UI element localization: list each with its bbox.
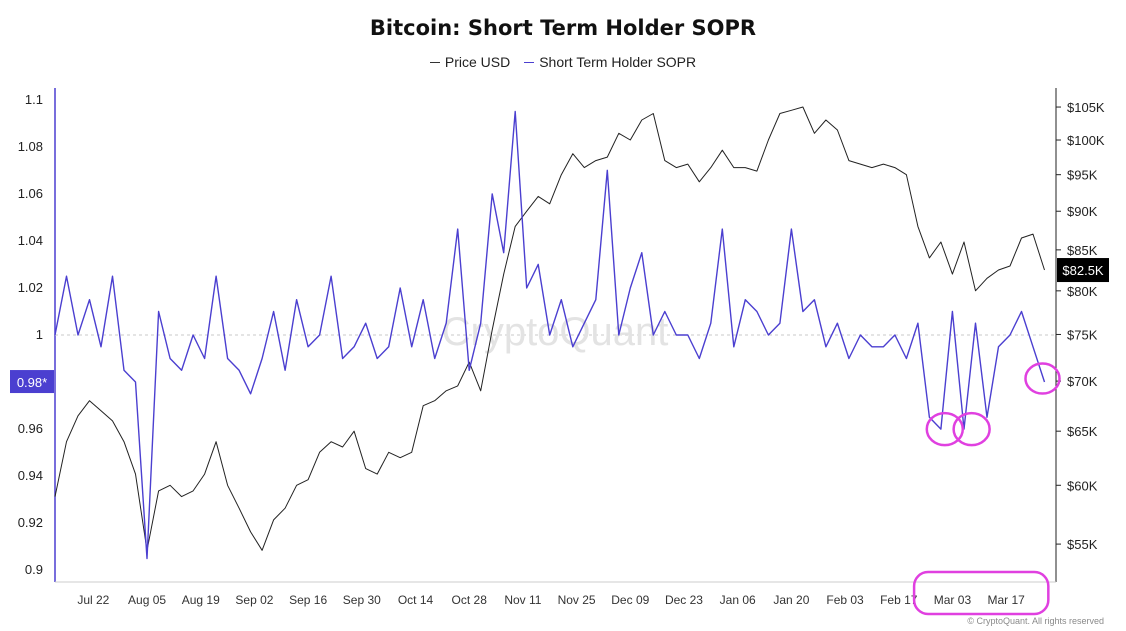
x-tick-label: Aug 05 — [128, 593, 166, 607]
x-tick-label: Sep 02 — [235, 593, 273, 607]
right-tick-label: $70K — [1067, 374, 1098, 389]
x-tick-label: Jul 22 — [77, 593, 109, 607]
chart-legend: Price USD Short Term Holder SOPR — [0, 54, 1126, 70]
right-tick-label: $85K — [1067, 243, 1098, 258]
legend-item-price[interactable]: Price USD — [429, 54, 511, 70]
x-tick-label: Mar 17 — [987, 593, 1025, 607]
left-tick-label: 0.9 — [25, 562, 43, 577]
sopr-current-label: 0.98* — [17, 375, 47, 390]
x-tick-label: Nov 25 — [558, 593, 596, 607]
credit-text: © CryptoQuant. All rights reserved — [967, 616, 1104, 626]
left-tick-label: 1.1 — [25, 92, 43, 107]
x-tick-label: Sep 16 — [289, 593, 327, 607]
legend-label-sopr: Short Term Holder SOPR — [539, 54, 697, 70]
x-tick-label: Jan 06 — [720, 593, 756, 607]
price-usd-line — [54, 106, 1045, 551]
highlight-group — [912, 362, 1061, 616]
x-tick-label: Sep 30 — [343, 593, 381, 607]
legend-label-price: Price USD — [444, 54, 511, 70]
price-current-label: $82.5K — [1062, 263, 1104, 278]
left-tick-label: 1.06 — [18, 186, 43, 201]
x-tick-label: Dec 09 — [611, 593, 649, 607]
x-tick-label: Feb 03 — [826, 593, 864, 607]
left-tick-label: 1 — [36, 327, 43, 342]
left-tick-label: 0.96 — [18, 421, 43, 436]
x-tick-label: Mar 03 — [934, 593, 972, 607]
x-tick-label: Oct 14 — [398, 593, 434, 607]
right-axis: $55K $60K $65K $70K $75K $80K $85K $90K $95K $100… — [1055, 88, 1105, 582]
left-axis: 0.90.920.940.960.9811.021.041.061.081.1 — [18, 88, 1056, 582]
watermark: CryptoQuant — [442, 310, 669, 354]
sopr-line — [54, 110, 1046, 560]
right-tick-label: $105K — [1067, 100, 1105, 115]
price-current-label-bg — [1057, 258, 1109, 283]
x-tick-label: Nov 11 — [504, 593, 541, 607]
right-tick-label: $100K — [1067, 133, 1105, 148]
right-tick-label: $75K — [1067, 327, 1098, 342]
highlight-circle — [952, 411, 991, 447]
sopr-current-label-bg — [10, 370, 54, 394]
left-tick-label: 1.02 — [18, 280, 43, 295]
x-tick-label: Dec 23 — [665, 593, 703, 607]
right-tick-label: $60K — [1067, 478, 1098, 493]
current-value-labels: 0.98* $82.5K — [10, 258, 1109, 394]
left-tick-label: 1.04 — [18, 233, 43, 248]
x-tick-label: Oct 28 — [452, 593, 488, 607]
right-tick-label: $55K — [1067, 537, 1098, 552]
left-tick-label: 0.92 — [18, 515, 43, 530]
x-tick-label: Aug 19 — [182, 593, 220, 607]
right-tick-label: $65K — [1067, 424, 1098, 439]
right-tick-label: $80K — [1067, 284, 1098, 299]
left-tick-label: 0.94 — [18, 468, 43, 483]
left-tick-label: 1.08 — [18, 139, 43, 154]
right-tick-label: $95K — [1067, 168, 1098, 183]
x-tick-label: Feb 17 — [880, 593, 918, 607]
highlight-circle — [1024, 362, 1061, 395]
highlight-x-axis-range — [912, 570, 1050, 616]
series-group — [54, 106, 1046, 560]
x-axis: Jul 22 Aug 05 Aug 19 Sep 02 Sep 16 Sep 30 Oct … — [55, 581, 1056, 607]
x-tick-label: Jan 20 — [773, 593, 809, 607]
legend-swatch-sopr — [524, 61, 535, 63]
right-tick-label: $90K — [1067, 204, 1098, 219]
chart-title: Bitcoin: Short Term Holder SOPR — [369, 16, 757, 40]
legend-item-sopr[interactable]: Short Term Holder SOPR — [524, 54, 696, 70]
highlight-circle — [925, 411, 965, 447]
legend-swatch-price — [429, 61, 440, 63]
